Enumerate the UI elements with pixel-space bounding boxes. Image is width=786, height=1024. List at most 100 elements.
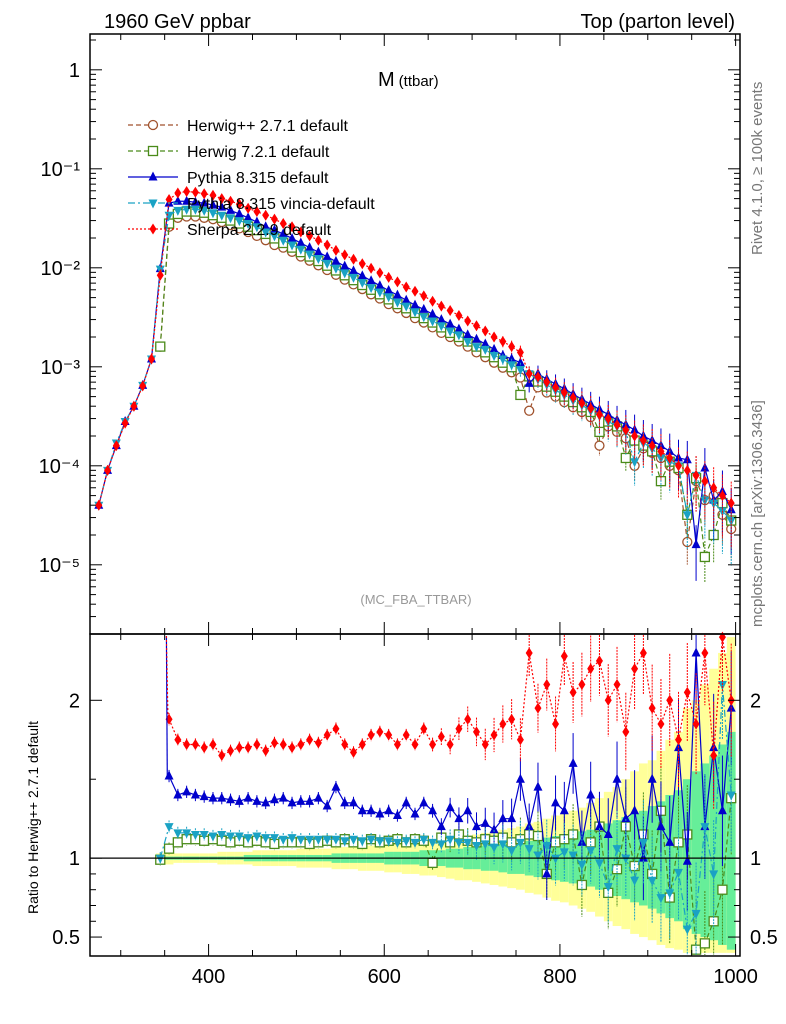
ratio-data-point [322, 800, 332, 810]
data-point [630, 424, 640, 434]
ratio-data-point [498, 813, 508, 823]
data-point [464, 315, 472, 327]
ratio-data-point [218, 750, 226, 762]
ratio-data-point [402, 729, 410, 741]
ratio-data-point [278, 835, 288, 845]
ratio-data-point [533, 781, 543, 791]
ratio-data-point [393, 738, 401, 750]
data-point [314, 234, 322, 246]
ratio-data-point [445, 835, 455, 845]
legend-marker [147, 119, 159, 131]
ratio-data-point [550, 837, 561, 848]
data-point [269, 232, 279, 242]
ratio-data-point [621, 813, 631, 823]
data-point [429, 295, 437, 307]
ratio-data-point [313, 792, 323, 802]
ratio-data-point [532, 830, 544, 842]
data-point [401, 302, 411, 312]
ratio-data-point [594, 821, 604, 831]
data-point [218, 193, 226, 205]
ratio-data-point [524, 821, 534, 831]
data-point [639, 435, 647, 447]
data-point [525, 368, 533, 380]
data-point [323, 239, 331, 251]
ratio-data-point [209, 738, 217, 750]
data-point [261, 228, 271, 238]
ratio-data-point [366, 805, 376, 815]
data-point [675, 460, 683, 472]
ratio-data-point [172, 837, 183, 848]
ratio-data-point [699, 938, 711, 949]
data-point [392, 289, 402, 299]
ratio-data-point [287, 834, 297, 844]
ratio-data-point [656, 821, 666, 831]
data-point [349, 265, 359, 275]
ratio-data-point [340, 837, 350, 847]
data-point [139, 380, 147, 392]
data-point [235, 198, 243, 210]
data-point [683, 464, 691, 476]
ratio-data-point [578, 679, 586, 691]
ratio-data-point [410, 808, 420, 818]
ratio-data-point [533, 851, 543, 861]
ratio-data-point [524, 845, 534, 855]
data-point [376, 267, 384, 279]
main-ytick-label: 10⁻¹ [41, 159, 81, 181]
ratio-data-point [472, 726, 480, 738]
ratio-data-point [446, 738, 454, 750]
data-point [313, 255, 323, 265]
data-point [480, 345, 490, 355]
ratio-data-point [288, 742, 296, 754]
data-point [481, 325, 489, 337]
data-point [445, 318, 455, 328]
data-point [508, 341, 516, 353]
ratio-data-point [200, 742, 208, 754]
ratio-data-point [656, 894, 666, 904]
ratio-ytick-label: 2 [69, 690, 80, 712]
data-point [200, 188, 208, 200]
watermark: (MC_FBA_TTBAR) [360, 592, 471, 607]
ratio-data-point [234, 832, 244, 842]
data-point [296, 237, 306, 247]
ratio-data-point [603, 883, 613, 893]
data-point [217, 201, 227, 211]
ratio-data-point [401, 837, 411, 847]
ratio-data-point [559, 848, 569, 858]
ratio-data-point [243, 834, 253, 844]
ratio-data-point [595, 655, 603, 667]
data-point [455, 309, 463, 321]
ratio-data-point [208, 832, 218, 842]
band-green [647, 806, 657, 909]
ratio-data-point [287, 797, 297, 807]
legend: Herwig++ 2.7.1 default Herwig 7.2.1 defau… [128, 118, 375, 239]
data-point [155, 341, 166, 352]
data-point [631, 430, 639, 442]
ratio-data-point [622, 726, 630, 738]
ratio-data-point [429, 738, 437, 750]
data-point [489, 343, 499, 353]
ratio-data-point [253, 738, 261, 750]
ratio-data-point [297, 738, 305, 750]
ratio-data-point [683, 686, 691, 698]
data-point [463, 338, 473, 348]
ratio-data-point [464, 713, 472, 725]
data-point [420, 290, 428, 302]
ratio-data-point [227, 745, 235, 757]
data-point [253, 206, 261, 218]
ratio-data-point [471, 821, 481, 831]
data-point [331, 264, 341, 274]
data-point [436, 314, 446, 324]
data-point [411, 285, 419, 297]
ratio-xtick-label: 400 [192, 966, 225, 988]
ratio-data-point [173, 789, 183, 799]
data-point [385, 271, 393, 283]
series-sherpa-2-2-9-default [95, 185, 735, 549]
legend-label: Pythia 8.315 vincia-default [187, 196, 375, 213]
data-point [620, 452, 631, 464]
ratio-data-point [341, 738, 349, 750]
data-point [147, 353, 155, 365]
ratio-data-point [587, 663, 595, 675]
data-point [269, 224, 279, 234]
band-green [691, 771, 701, 934]
main-ytick-label: 10⁻² [41, 258, 81, 280]
